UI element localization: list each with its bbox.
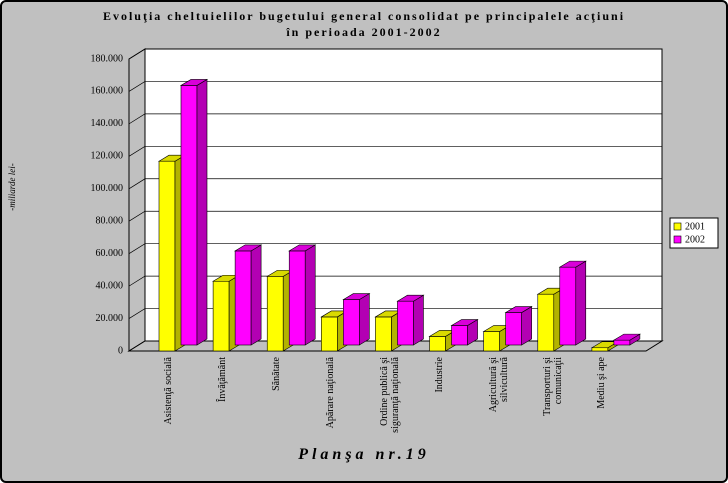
bar-front bbox=[234, 250, 252, 346]
legend-label: 2001 bbox=[685, 221, 705, 232]
bar-front bbox=[266, 276, 284, 352]
bar bbox=[234, 244, 263, 346]
grid-line bbox=[128, 210, 662, 222]
x-tick-label: Sănătate bbox=[271, 357, 283, 391]
bar bbox=[504, 306, 533, 346]
grid-line bbox=[128, 243, 662, 254]
bar-front bbox=[397, 300, 414, 346]
y-tick-label: 140.000 bbox=[91, 118, 124, 129]
bar-front bbox=[613, 339, 631, 346]
grid-line bbox=[128, 145, 662, 157]
legend-swatch bbox=[673, 222, 682, 231]
y-tick-label: 0 bbox=[118, 345, 123, 356]
bar-top bbox=[450, 319, 479, 326]
bar-side bbox=[521, 306, 532, 346]
bar-top bbox=[234, 244, 263, 252]
x-tick-label: Industrie bbox=[433, 357, 445, 393]
bar-side bbox=[413, 294, 424, 346]
bar-top bbox=[288, 244, 317, 252]
bar-front bbox=[591, 347, 609, 352]
bar-side bbox=[359, 293, 370, 346]
x-tick-label: Ordine publică şi siguranţă naţională bbox=[379, 357, 402, 433]
bar-top bbox=[396, 294, 425, 302]
bar bbox=[612, 333, 641, 346]
bar-front bbox=[180, 85, 198, 346]
grid-line bbox=[128, 308, 662, 319]
bar-front bbox=[505, 312, 522, 346]
y-tick-label: 80.000 bbox=[96, 216, 124, 227]
grid-line bbox=[128, 178, 662, 190]
x-tick-label: Apărare naţională bbox=[325, 357, 337, 429]
legend-swatch bbox=[673, 235, 682, 244]
x-tick-label: Învăţământ bbox=[217, 357, 229, 402]
y-tick-label: 120.000 bbox=[91, 151, 124, 162]
footer: Planşa nr.19 bbox=[298, 446, 430, 463]
bar-side bbox=[575, 260, 587, 346]
bar-top bbox=[342, 293, 371, 300]
bar-top bbox=[558, 260, 587, 268]
grid-line bbox=[128, 81, 662, 92]
bar-side bbox=[304, 244, 316, 346]
y-tick-label: 180.000 bbox=[91, 53, 124, 64]
y-tick-label: 100.000 bbox=[91, 183, 124, 194]
bar-front bbox=[375, 316, 392, 352]
bar-front bbox=[321, 316, 338, 352]
bar bbox=[396, 294, 425, 346]
y-tick-label: 60.000 bbox=[96, 248, 124, 259]
y-tick-label: 160.000 bbox=[91, 86, 124, 97]
y-tick-label: 40.000 bbox=[96, 280, 124, 291]
side-wall bbox=[128, 48, 146, 352]
bar-front bbox=[451, 325, 468, 346]
grid-line bbox=[128, 275, 662, 287]
bar-top bbox=[179, 79, 209, 86]
bar-front bbox=[158, 160, 176, 352]
bar-front bbox=[537, 293, 555, 352]
legend-label: 2002 bbox=[685, 234, 705, 245]
bar-front bbox=[343, 299, 360, 346]
bar-front bbox=[483, 331, 500, 352]
bar-front bbox=[559, 266, 577, 346]
x-tick-label: Asistenţă socială bbox=[163, 357, 174, 425]
y-tick-label: 20.000 bbox=[96, 313, 124, 324]
bar bbox=[342, 293, 371, 346]
bar-front bbox=[288, 250, 306, 346]
x-tick-label: Mediu şi ape bbox=[595, 357, 607, 409]
x-tick-label: Transporturi şi comunicaţii bbox=[541, 357, 564, 416]
bar-top bbox=[504, 306, 533, 313]
bar-front bbox=[429, 336, 446, 352]
bar bbox=[450, 319, 479, 346]
bar-side bbox=[196, 78, 208, 346]
bar-top bbox=[612, 333, 641, 341]
bar-front bbox=[212, 280, 230, 352]
grid-line bbox=[128, 48, 662, 60]
bar-side bbox=[250, 244, 262, 346]
chart-title: Evoluţia cheltuielilor bugetului general… bbox=[102, 9, 626, 39]
bar bbox=[558, 260, 587, 346]
grid-line bbox=[128, 113, 662, 125]
bar bbox=[179, 78, 209, 346]
x-tick-label: Agricultură şi silvicultură bbox=[487, 357, 510, 413]
bar bbox=[288, 244, 317, 346]
